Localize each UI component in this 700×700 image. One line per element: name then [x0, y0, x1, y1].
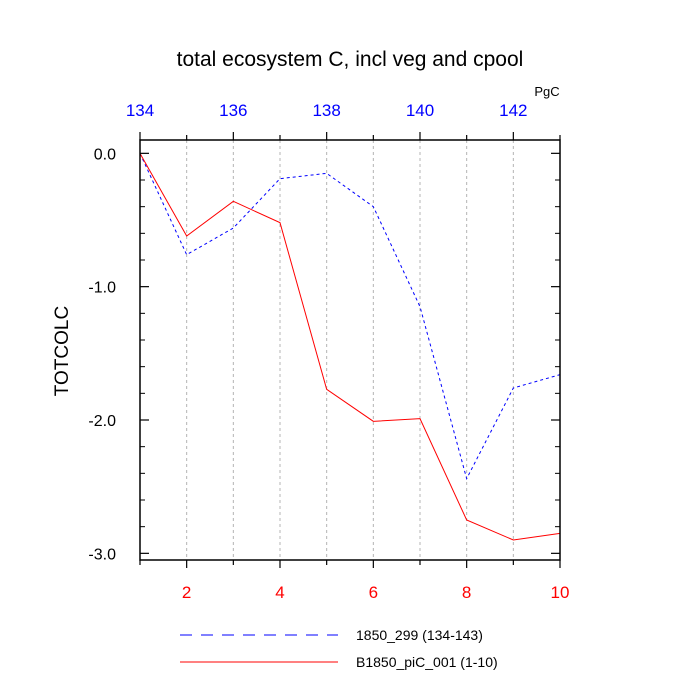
units-label: PgC — [534, 84, 559, 99]
x-top-tick-label: 140 — [406, 101, 434, 120]
y-tick-label: -1.0 — [88, 280, 116, 297]
x-top-tick-label: 134 — [126, 101, 154, 120]
x-bottom-tick-label: 8 — [462, 583, 471, 602]
y-axis-label: TOTCOLC — [52, 306, 73, 396]
x-bottom-tick-label: 6 — [369, 583, 378, 602]
plot-frame — [139, 139, 561, 561]
x-bottom-tick-label: 10 — [551, 583, 570, 602]
series-line-2 — [139, 153, 561, 541]
legend-label-1: 1850_299 (134-143) — [356, 627, 483, 643]
y-tick-label: 0.0 — [94, 146, 116, 163]
x-bottom-tick-label: 2 — [182, 583, 191, 602]
x-top-tick-label: 138 — [312, 101, 340, 120]
x-top-tick-label: 142 — [499, 101, 527, 120]
chart-title: total ecosystem C, incl veg and cpool — [177, 48, 524, 71]
legend-label-2: B1850_piC_001 (1-10) — [356, 654, 498, 670]
y-tick-label: -3.0 — [88, 546, 116, 563]
x-top-tick-label: 136 — [219, 101, 247, 120]
y-tick-label: -2.0 — [88, 413, 116, 430]
series-line-1 — [139, 153, 561, 481]
x-bottom-tick-label: 4 — [275, 583, 284, 602]
